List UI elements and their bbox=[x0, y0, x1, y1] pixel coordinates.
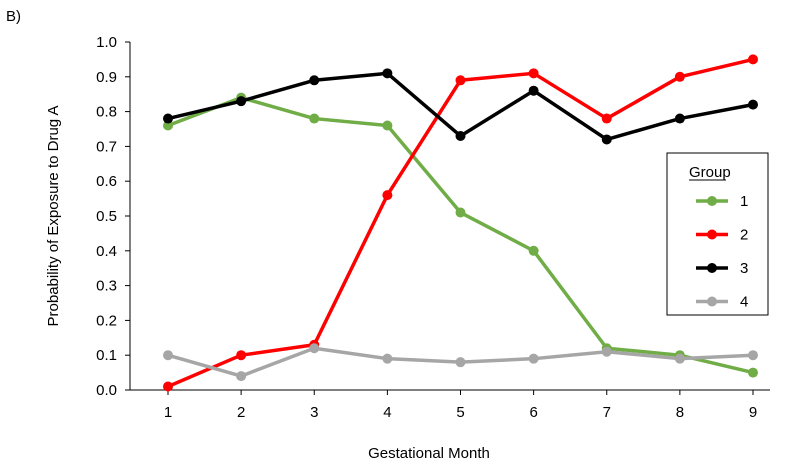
data-point bbox=[528, 85, 539, 96]
legend-swatch-marker bbox=[707, 296, 717, 307]
x-tick-label: 3 bbox=[310, 404, 318, 421]
y-tick-label: 0.8 bbox=[96, 104, 117, 121]
data-point bbox=[748, 54, 758, 65]
x-tick-label: 2 bbox=[237, 404, 245, 421]
legend-label: 1 bbox=[740, 193, 748, 210]
data-point bbox=[528, 353, 539, 364]
y-tick-label: 1.0 bbox=[96, 34, 117, 51]
legend-swatch-marker bbox=[707, 229, 717, 240]
x-tick-label: 8 bbox=[676, 404, 684, 421]
data-point bbox=[674, 353, 685, 364]
y-axis-title: Probability of Exposure to Drug A bbox=[45, 106, 62, 327]
data-point bbox=[382, 190, 393, 201]
data-point bbox=[163, 113, 173, 124]
panel-label: B) bbox=[6, 8, 21, 25]
data-point bbox=[163, 120, 173, 131]
data-point bbox=[674, 71, 685, 82]
data-point bbox=[382, 68, 393, 79]
data-point bbox=[309, 113, 320, 124]
legend-label: 3 bbox=[740, 260, 748, 277]
y-tick-label: 0.5 bbox=[96, 208, 117, 225]
axes: 0.0 0.1 0.2 0.3 0.4 0.5 0.6 0.7 0.8 0.9 1.0 1 2 3 4 5 6 7… bbox=[96, 34, 770, 421]
x-tick-label: 4 bbox=[383, 404, 391, 421]
data-point bbox=[674, 113, 685, 124]
data-point bbox=[528, 68, 539, 79]
series-line-2 bbox=[167, 57, 754, 389]
series-group-2 bbox=[163, 54, 758, 392]
legend: Group 1 2 3 4 bbox=[666, 152, 769, 316]
y-tick-label: 0.4 bbox=[96, 243, 117, 260]
data-point bbox=[601, 346, 612, 357]
y-tick-label: 0.3 bbox=[96, 278, 117, 295]
legend-title: Group bbox=[689, 164, 731, 181]
legend-label: 2 bbox=[740, 227, 748, 244]
x-tick-label: 5 bbox=[456, 404, 464, 421]
data-point bbox=[309, 343, 320, 354]
y-tick-label: 0.2 bbox=[96, 312, 117, 329]
legend-label: 4 bbox=[740, 294, 748, 311]
x-tick-label: 1 bbox=[164, 404, 172, 421]
data-point bbox=[163, 381, 173, 392]
x-axis-title: Gestational Month bbox=[368, 445, 490, 461]
series-group-4 bbox=[163, 343, 758, 382]
legend-swatch-marker bbox=[707, 263, 717, 273]
data-point bbox=[455, 207, 466, 218]
data-point bbox=[236, 350, 247, 361]
data-point bbox=[455, 75, 466, 86]
y-tick-label: 0.7 bbox=[96, 138, 117, 155]
data-point bbox=[309, 75, 320, 86]
data-point bbox=[601, 134, 612, 145]
series-group-3 bbox=[163, 68, 758, 145]
legend-swatch-marker bbox=[707, 196, 717, 206]
data-point bbox=[382, 353, 393, 364]
y-tick-label: 0.6 bbox=[96, 173, 117, 190]
x-tick-label: 7 bbox=[603, 404, 611, 421]
series-layer bbox=[163, 54, 758, 392]
x-tick-label: 9 bbox=[749, 404, 757, 421]
y-tick-label: 0.9 bbox=[96, 69, 117, 86]
data-point bbox=[236, 96, 247, 107]
x-tick-label: 6 bbox=[529, 404, 537, 421]
y-tick-label: 0.0 bbox=[96, 382, 117, 399]
data-point bbox=[455, 130, 466, 141]
data-point bbox=[601, 113, 612, 124]
data-point bbox=[236, 371, 247, 382]
data-point bbox=[748, 99, 758, 110]
data-point bbox=[382, 120, 393, 131]
y-tick-label: 0.1 bbox=[96, 347, 117, 364]
data-point bbox=[748, 367, 758, 378]
data-point bbox=[528, 245, 539, 256]
data-point bbox=[455, 357, 466, 368]
data-point bbox=[163, 350, 173, 361]
data-point bbox=[748, 350, 758, 361]
